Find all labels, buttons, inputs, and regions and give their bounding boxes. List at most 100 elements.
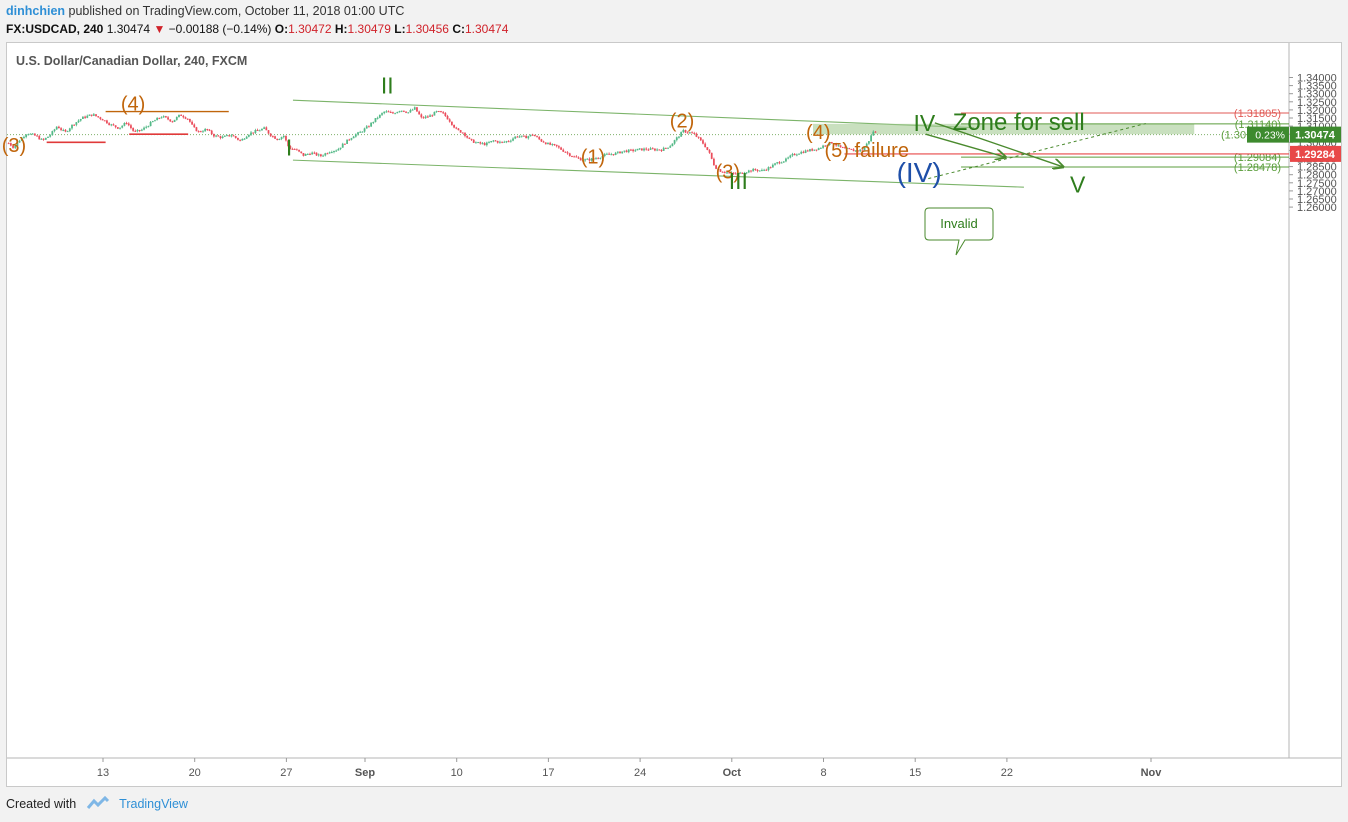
candle-body (872, 131, 875, 136)
candle-body (444, 112, 447, 116)
candle-body (138, 129, 141, 131)
candle-body (507, 141, 510, 143)
candle-body (197, 131, 200, 133)
invalid-callout-box (924, 207, 994, 256)
time-axis[interactable]: 13 20 27 Sep 10 17 24 Oct 8 15 22 Nov (97, 758, 1162, 779)
candle-body (691, 132, 693, 134)
candle-body (616, 151, 619, 153)
candle-body (750, 170, 752, 172)
candle-body (108, 123, 111, 125)
candle-body (712, 158, 715, 166)
candle-body (699, 137, 702, 141)
candle-body (326, 153, 329, 155)
candle-body (315, 152, 318, 156)
candle-body (437, 111, 440, 113)
candle-body (533, 135, 536, 137)
low-label: L: (394, 22, 406, 36)
candle-body (280, 137, 283, 139)
candle-body (625, 150, 628, 153)
candle-body (245, 136, 248, 139)
candle-body (374, 118, 377, 123)
candle-body (254, 130, 257, 133)
price-tick-label: 1.31500 (1297, 113, 1337, 125)
candle-body (846, 148, 848, 150)
candle-body (826, 144, 829, 146)
current-level-label: (1.30 (1221, 130, 1246, 142)
candle-body (119, 127, 121, 129)
candle-body (440, 111, 442, 113)
candle-body (206, 128, 209, 130)
candle-body (819, 147, 822, 149)
candle-body (365, 126, 368, 129)
price-tick-label: 1.28500 (1297, 162, 1337, 174)
candle-body (433, 111, 436, 116)
candle-body (754, 168, 757, 171)
candle-body (368, 126, 370, 128)
candle-body (747, 170, 750, 173)
candle-body (730, 172, 733, 174)
candle-body (868, 141, 870, 144)
candle-body (527, 136, 530, 139)
candle-body (769, 167, 772, 169)
candle-body (188, 118, 191, 122)
time-tick-label: 8 (820, 767, 826, 779)
candle-body (210, 130, 213, 135)
candle-body (811, 149, 814, 151)
wave-label: (1) (581, 146, 605, 168)
candle-body (90, 114, 93, 116)
candle-body (291, 148, 294, 150)
author-link[interactable]: dinhchien (6, 4, 66, 18)
candle-body (693, 132, 696, 134)
candle-body (669, 146, 672, 148)
candle-body (121, 125, 124, 128)
candle-body (547, 142, 549, 145)
candle-body (822, 145, 824, 148)
candle-body (261, 128, 263, 131)
candle-body (306, 153, 309, 155)
candle-body (752, 168, 755, 172)
candle-body (424, 116, 427, 118)
wave-label: III (729, 168, 748, 194)
candle-body (708, 149, 711, 153)
candle-body (125, 123, 128, 125)
candle-body (501, 141, 504, 143)
price-tick-label: 1.32500 (1297, 97, 1337, 109)
candle-body (234, 136, 237, 138)
candle-body (435, 111, 438, 113)
candle-body (20, 137, 23, 141)
candle-body (630, 149, 632, 151)
candle-body (686, 132, 689, 134)
candle-body (857, 150, 859, 152)
wave-label: (4) (806, 122, 830, 144)
price-axis[interactable]: 1.340001.335001.330001.325001.320001.315… (1289, 73, 1341, 215)
candle-body (778, 162, 781, 164)
candle-body (623, 150, 626, 152)
candle-body (865, 143, 868, 148)
candle-body (734, 173, 737, 175)
candle-body (592, 158, 595, 160)
projection-dotted-line (928, 123, 1146, 180)
candle-body (136, 129, 139, 132)
tradingview-link[interactable]: TradingView (119, 796, 188, 811)
wave-label: (3) (2, 135, 26, 157)
candle-body (817, 148, 820, 150)
candle-body (470, 138, 473, 140)
chart-panel[interactable] (6, 42, 1342, 787)
chart-canvas[interactable]: (1.31805)(1.31140)(1.29084)(1.28478)(1.3… (0, 0, 1348, 790)
candle-body (217, 135, 220, 137)
candle-body (304, 154, 307, 156)
candle-body (44, 137, 47, 140)
candle-body (573, 156, 576, 158)
candle-body (588, 158, 591, 161)
candle-body (276, 138, 279, 140)
candle-body (156, 117, 159, 121)
candle-body (514, 136, 517, 139)
candle-body (531, 134, 534, 136)
candle-body (232, 135, 235, 137)
tradingview-logo-icon[interactable] (86, 795, 110, 813)
candle-body (357, 132, 359, 135)
candle-body (595, 158, 597, 160)
candle-body (339, 147, 342, 150)
candle-body (82, 116, 84, 120)
candle-body (490, 141, 493, 143)
